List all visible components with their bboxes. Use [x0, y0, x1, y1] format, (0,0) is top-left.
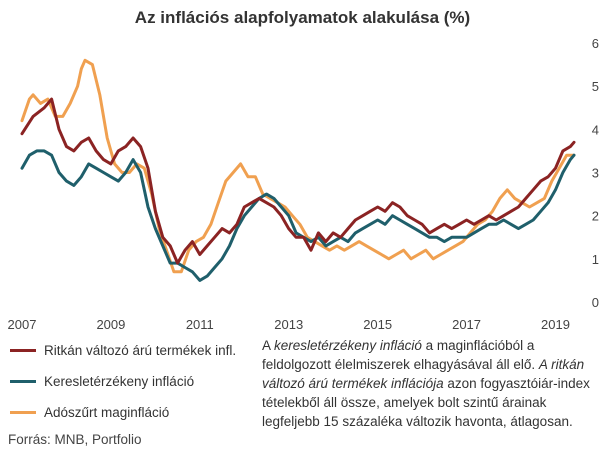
y-tick-label-6: 6 — [592, 36, 599, 51]
legend-item-keresletérzékeny: Keresletérzékeny infláció — [10, 369, 260, 394]
y-tick-label-1: 1 — [592, 252, 599, 267]
y-tick-label-5: 5 — [592, 79, 599, 94]
x-tick-label-2007: 2007 — [8, 317, 37, 332]
chart-title: Az inflációs alapfolyamatok alakulása (%… — [134, 8, 471, 27]
note-term-keresletérzékeny: keresletérzékeny infláció — [274, 338, 422, 353]
legend-label-adoszurt: Adószűrt maginfláció — [44, 405, 170, 420]
legend-label-ritkan: Ritkán változó árú termékek infl. — [44, 343, 237, 358]
note-part-3: a maginflációból a feldolgozott élelmisz… — [262, 338, 539, 372]
source-note: Forrás: MNB, Portfolio — [8, 432, 142, 447]
series-line-adoszurt — [20, 58, 576, 274]
x-tick-label-2017: 2017 — [452, 317, 481, 332]
legend-swatch-ritkan — [10, 349, 36, 352]
y-tick-label-3: 3 — [592, 166, 599, 181]
explanatory-note: A keresletérzékeny infláció a maginfláci… — [262, 336, 602, 431]
series-layer — [20, 58, 576, 282]
x-tick-label-2019: 2019 — [541, 317, 570, 332]
legend-item-ritkan: Ritkán változó árú termékek infl. — [10, 338, 260, 363]
legend-swatch-adoszurt — [10, 411, 36, 414]
x-tick-label-2011: 2011 — [186, 317, 214, 332]
x-tick-label-2015: 2015 — [363, 317, 392, 332]
y-tick-label-2: 2 — [592, 209, 599, 224]
note-term-ritkan: A ritkán változó árú termékek inflációja — [262, 357, 585, 391]
legend-item-adoszurt: Adószűrt maginfláció — [10, 400, 260, 425]
chart-plot: 0 1 2 3 4 5 6 2007 2009 2011 2013 2015 2017 2019 — [8, 36, 599, 332]
note-part-5: azon fogyasztóiár-index tételekből áll ö… — [262, 376, 590, 429]
x-tick-label-2009: 2009 — [96, 317, 125, 332]
note-part-1: A — [262, 338, 275, 353]
x-tick-label-2013: 2013 — [274, 317, 303, 332]
y-tick-label-4: 4 — [592, 122, 599, 137]
y-tick-label-0: 0 — [592, 295, 599, 310]
series-line-keresletérzékeny — [20, 149, 576, 282]
legend: Ritkán változó árú termékek infl. Keresl… — [10, 338, 260, 431]
series-line-ritkan — [20, 97, 576, 265]
axes-layer: 0 1 2 3 4 5 6 2007 2009 2011 2013 2015 2017 2019 — [8, 36, 599, 332]
legend-label-keresletérzékeny: Keresletérzékeny infláció — [44, 374, 195, 389]
legend-swatch-keresletérzékeny — [10, 380, 36, 383]
